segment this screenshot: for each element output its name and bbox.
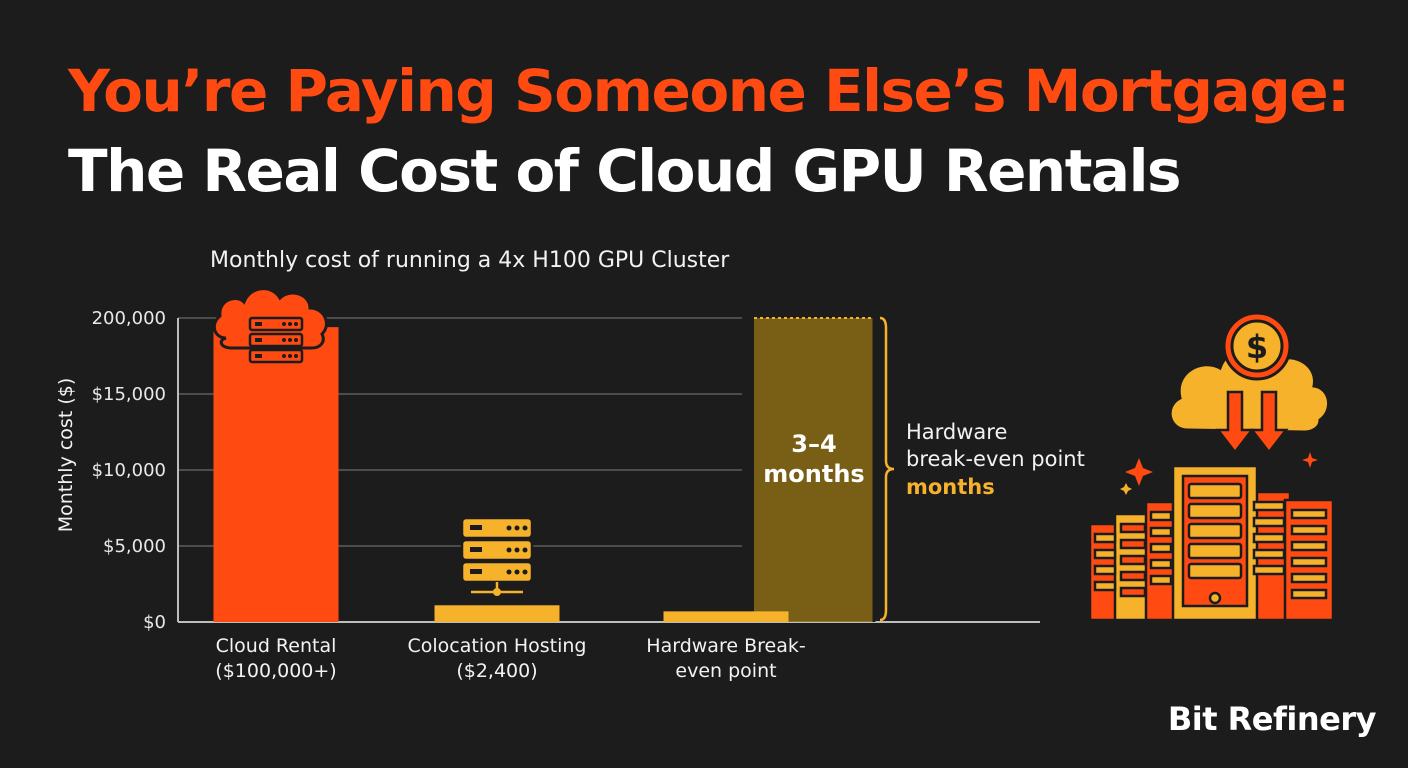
- category-label: Cloud Rental: [216, 635, 337, 657]
- brand-logo-text: Bit Refinery: [1167, 700, 1377, 738]
- bar: [213, 327, 339, 622]
- y-tick-label: $0: [143, 612, 166, 633]
- brace-bracket: [879, 316, 895, 622]
- svg-text:$: $: [1246, 328, 1268, 366]
- y-tick-label: 200,000: [92, 308, 166, 329]
- bars: [213, 327, 789, 622]
- y-axis-label: Monthly cost ($): [55, 378, 77, 533]
- category-label-sub: even point: [675, 660, 776, 682]
- category-label: Hardware Break-: [646, 635, 805, 657]
- chart-title: Monthly cost of running a 4x H100 GPU Cl…: [210, 248, 730, 273]
- cloud-server-icon: [212, 287, 328, 364]
- y-tick-label: $10,000: [92, 460, 166, 481]
- server-stack-icon: [460, 516, 534, 596]
- category-label: Colocation Hosting: [408, 635, 587, 657]
- y-tick-label: $15,000: [92, 384, 166, 405]
- category-label-sub: ($2,400): [456, 660, 537, 682]
- bar: [663, 611, 789, 622]
- sparkle-icon: [1120, 452, 1318, 495]
- title-line-1: You’re Paying Someone Else’s Mortgage:: [68, 57, 1350, 125]
- y-tick-label: $5,000: [103, 536, 166, 557]
- cloud-dollar-download-icon: $: [1168, 311, 1330, 455]
- annotation-line-3: months: [906, 475, 995, 499]
- bar: [434, 605, 560, 622]
- band-label-unit: months: [763, 460, 864, 488]
- title-line-2: The Real Cost of Cloud GPU Rentals: [68, 137, 1181, 205]
- band-label-range: 3–4: [791, 430, 836, 458]
- annotation-line-2: break-even point: [906, 447, 1085, 471]
- break-even-band: [754, 318, 874, 622]
- category-label-sub: ($100,000+): [215, 660, 336, 682]
- category-labels: Cloud Rental ($100,000+) Colocation Hostin…: [215, 635, 805, 682]
- y-tick-labels: $0 $5,000 $10,000 $15,000 200,000: [92, 308, 166, 633]
- annotation-line-1: Hardware: [906, 420, 1007, 444]
- server-rack-icon: [1088, 464, 1335, 622]
